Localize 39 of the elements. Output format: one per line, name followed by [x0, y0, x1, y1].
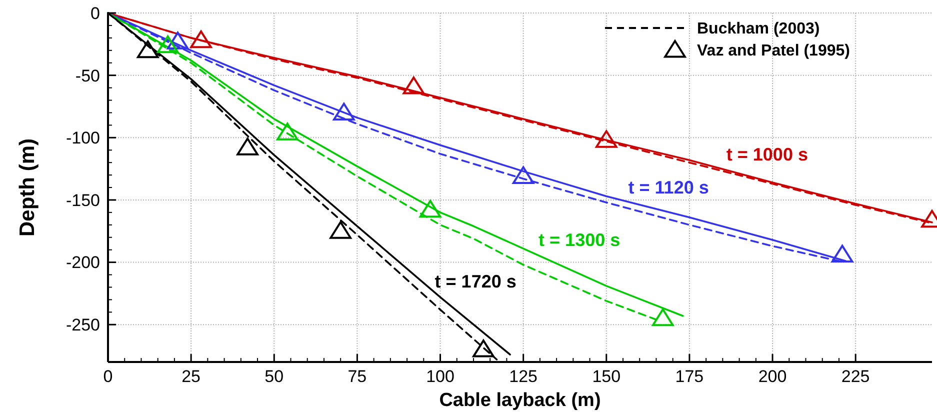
series-label: t = 1120 s — [628, 177, 709, 198]
series-label: t = 1000 s — [726, 144, 808, 164]
legend-label: Vaz and Patel (1995) — [697, 42, 850, 60]
legend-label: Buckham (2003) — [697, 20, 820, 38]
y-tick-label: -250 — [66, 316, 100, 335]
x-tick-label: 225 — [841, 367, 870, 386]
point — [190, 30, 212, 48]
point — [402, 76, 425, 94]
x-tick-label: 0 — [103, 367, 113, 386]
y-tick-label: -50 — [75, 66, 100, 86]
y-tick-label: -200 — [66, 253, 100, 272]
point — [595, 130, 618, 148]
point — [136, 40, 159, 58]
point — [333, 102, 355, 120]
x-axis-title: Cable layback (m) — [439, 390, 601, 411]
point — [166, 32, 189, 50]
x-tick-label: 25 — [182, 367, 201, 386]
x-tick-label: 100 — [426, 367, 454, 386]
point — [330, 221, 352, 239]
x-tick-label: 175 — [675, 367, 704, 386]
point — [276, 122, 298, 140]
x-tick-label: 50 — [264, 367, 284, 386]
point — [652, 308, 674, 326]
y-tick-label: -100 — [66, 128, 100, 148]
y-tick-label: 0 — [90, 4, 100, 23]
series-label: t = 1720 s — [434, 272, 516, 292]
y-tick-label: -150 — [66, 190, 100, 210]
x-tick-label: 75 — [348, 367, 367, 386]
series-label: t = 1300 s — [538, 230, 620, 250]
x-tick-label: 200 — [758, 367, 787, 386]
point — [419, 200, 442, 218]
x-tick-label: 125 — [509, 367, 538, 386]
y-axis-title: Depth (m) — [16, 138, 39, 236]
x-tick-label: 150 — [592, 367, 621, 386]
point — [512, 166, 534, 184]
point — [831, 244, 854, 263]
point — [236, 138, 258, 156]
point — [472, 340, 494, 358]
point — [156, 35, 179, 54]
